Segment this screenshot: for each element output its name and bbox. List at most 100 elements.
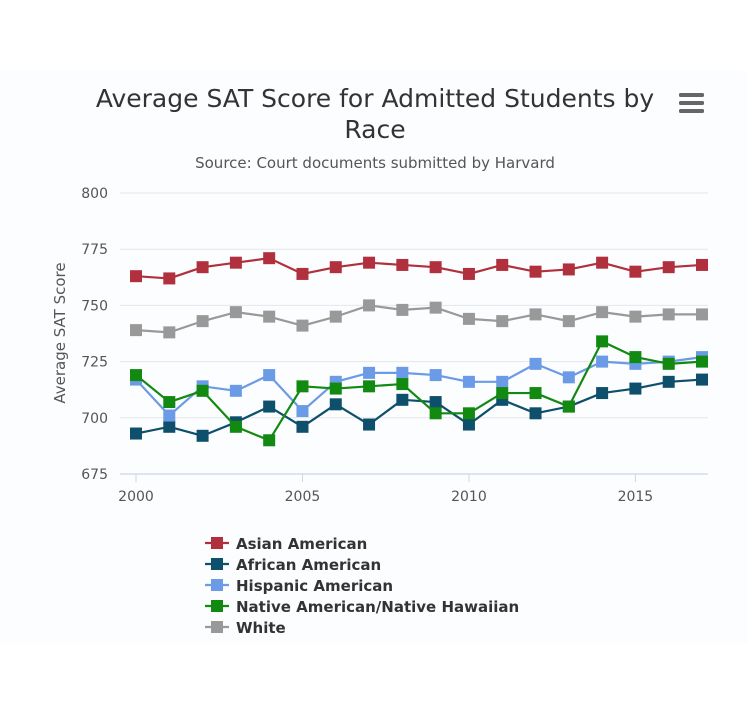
data-point xyxy=(263,434,276,447)
data-point xyxy=(562,400,575,413)
data-point xyxy=(429,396,442,409)
hamburger-menu-icon[interactable] xyxy=(676,91,706,115)
data-point xyxy=(562,315,575,328)
series-4 xyxy=(130,299,708,339)
data-point xyxy=(596,306,609,319)
data-point xyxy=(163,272,176,285)
data-point xyxy=(263,310,276,323)
y-axis-title: Average SAT Score xyxy=(51,262,69,403)
y-tick-label: 725 xyxy=(81,355,108,371)
x-tick-label: 2015 xyxy=(618,489,654,505)
data-point xyxy=(229,384,242,397)
data-point xyxy=(662,357,675,370)
legend-item[interactable]: African American xyxy=(205,556,381,574)
data-point xyxy=(496,375,509,388)
data-point xyxy=(496,387,509,400)
data-point xyxy=(462,407,475,420)
data-point xyxy=(629,382,642,395)
data-point xyxy=(229,256,242,269)
series-lines xyxy=(130,252,708,447)
legend-marker xyxy=(211,600,223,612)
y-tick-label: 750 xyxy=(81,298,108,314)
axes: 675 700 725 750 775 800 2000 2005 2010 2015 xyxy=(81,186,708,505)
data-point xyxy=(329,261,342,274)
data-point xyxy=(696,373,708,386)
chart-panel: Average SAT Score for Admitted Students … xyxy=(0,70,747,645)
data-point xyxy=(662,261,675,274)
data-point xyxy=(529,357,542,370)
legend-label: Native American/Native Hawaiian xyxy=(236,598,519,616)
data-point xyxy=(529,387,542,400)
legend-marker xyxy=(211,558,223,570)
data-point xyxy=(696,355,708,368)
data-point xyxy=(396,378,409,391)
data-point xyxy=(196,384,209,397)
legend-marker xyxy=(211,537,223,549)
y-tick-label: 775 xyxy=(81,242,108,258)
data-point xyxy=(130,324,142,337)
data-point xyxy=(662,375,675,388)
data-point xyxy=(363,366,376,379)
legend-item[interactable]: Hispanic American xyxy=(205,577,393,595)
series-3 xyxy=(130,335,708,447)
data-point xyxy=(529,308,542,321)
data-point xyxy=(229,306,242,319)
data-point xyxy=(363,380,376,393)
data-point xyxy=(429,407,442,420)
data-point xyxy=(363,299,376,312)
data-point xyxy=(296,267,309,280)
data-point xyxy=(363,256,376,269)
data-point xyxy=(263,252,276,265)
data-point xyxy=(130,369,142,382)
data-point xyxy=(562,371,575,384)
y-tick-label: 675 xyxy=(81,467,108,483)
data-point xyxy=(629,351,642,364)
data-point xyxy=(629,310,642,323)
data-point xyxy=(529,265,542,278)
chart-title-line-1: Average SAT Score for Admitted Students … xyxy=(96,84,654,113)
data-point xyxy=(296,420,309,433)
data-point xyxy=(163,409,176,422)
legend-item[interactable]: Native American/Native Hawaiian xyxy=(205,598,519,616)
data-point xyxy=(196,261,209,274)
data-point xyxy=(596,335,609,348)
data-point xyxy=(529,407,542,420)
legend-item[interactable]: White xyxy=(205,619,286,637)
legend-label: African American xyxy=(236,556,381,574)
data-point xyxy=(496,315,509,328)
legend: Asian American African American Hispanic A… xyxy=(205,535,519,637)
data-point xyxy=(329,310,342,323)
data-point xyxy=(596,387,609,400)
data-point xyxy=(229,420,242,433)
legend-label: White xyxy=(236,619,286,637)
data-point xyxy=(462,375,475,388)
legend-item[interactable]: Asian American xyxy=(205,535,367,553)
data-point xyxy=(429,369,442,382)
data-point xyxy=(296,380,309,393)
data-point xyxy=(296,319,309,332)
data-point xyxy=(396,366,409,379)
data-point xyxy=(396,258,409,271)
data-point xyxy=(263,369,276,382)
data-point xyxy=(196,315,209,328)
series-line xyxy=(135,304,702,334)
data-point xyxy=(163,326,176,339)
data-point xyxy=(363,418,376,431)
legend-label: Hispanic American xyxy=(236,577,393,595)
legend-marker xyxy=(211,621,223,633)
data-point xyxy=(396,393,409,406)
chart-title-line-2: Race xyxy=(344,115,405,144)
data-point xyxy=(462,312,475,325)
data-point xyxy=(696,308,708,321)
data-point xyxy=(130,427,142,440)
data-point xyxy=(163,396,176,409)
data-point xyxy=(396,303,409,316)
legend-marker xyxy=(211,579,223,591)
x-tick-label: 2010 xyxy=(451,489,487,505)
x-tick-label: 2000 xyxy=(118,489,154,505)
data-point xyxy=(629,265,642,278)
data-point xyxy=(429,301,442,314)
data-point xyxy=(596,355,609,368)
series-line xyxy=(135,356,703,417)
data-point xyxy=(296,405,309,418)
